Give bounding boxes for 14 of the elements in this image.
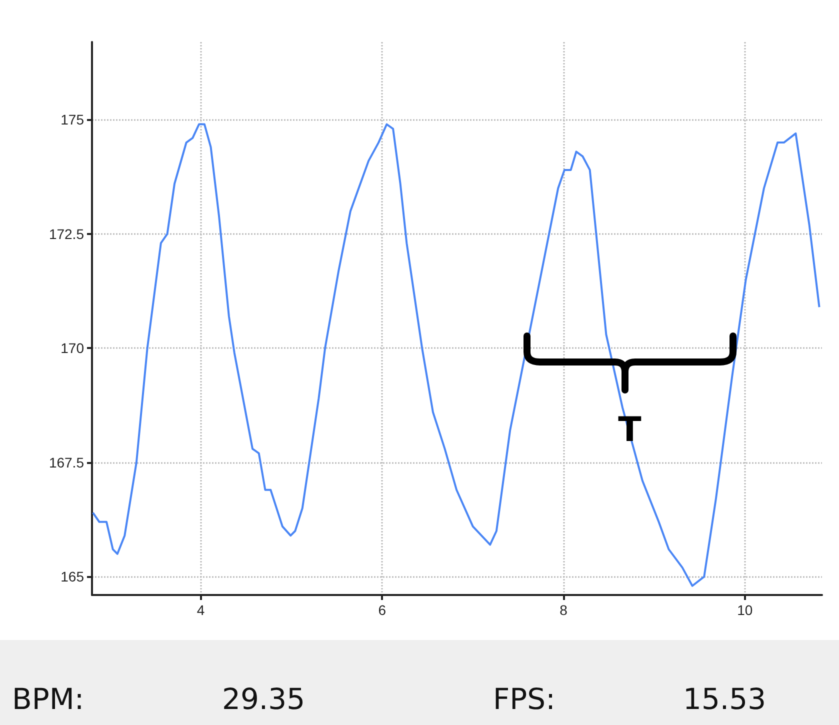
y-tick-label: 165 bbox=[60, 568, 84, 585]
x-tick-label: 4 bbox=[196, 602, 205, 618]
x-tick-label: 10 bbox=[737, 602, 753, 618]
y-tick-label: 172.5 bbox=[48, 226, 84, 242]
y-tick-label: 170 bbox=[60, 340, 84, 356]
text: BPM: bbox=[12, 682, 84, 716]
line-series bbox=[92, 123, 820, 587]
y-tick-label: 175 bbox=[60, 112, 84, 128]
x-tick-label: 8 bbox=[560, 602, 568, 618]
text: 29.35 bbox=[222, 682, 306, 716]
text: 15.53 bbox=[683, 682, 766, 716]
text: FPS: bbox=[493, 682, 556, 716]
y-tick-label: 167.5 bbox=[48, 454, 84, 470]
x-tick-label: 6 bbox=[378, 602, 386, 618]
